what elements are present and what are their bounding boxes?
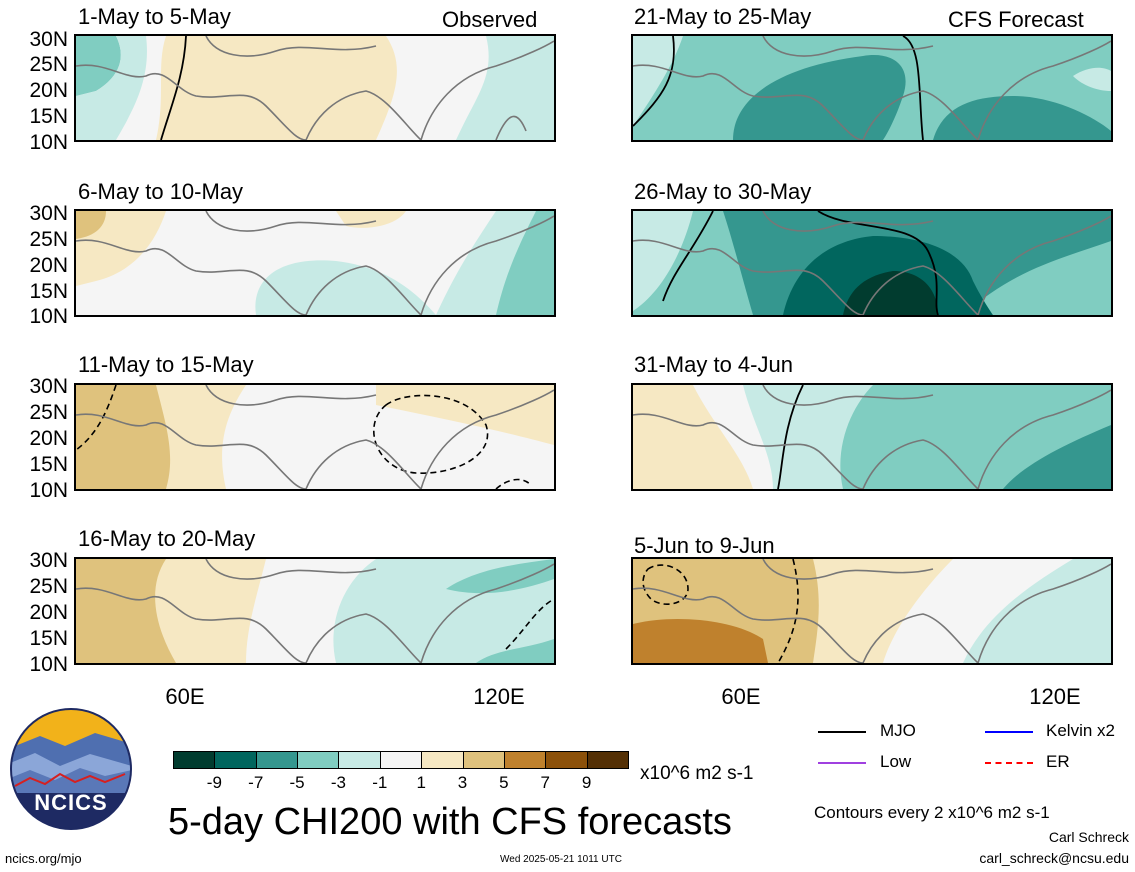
timestamp: Wed 2025-05-21 1011 UTC bbox=[500, 854, 622, 865]
panel-7-title: 31-May to 4-Jun bbox=[634, 352, 793, 377]
colorbar-label: -7 bbox=[248, 773, 264, 792]
contour-note: Contours every 2 x10^6 m2 s-1 bbox=[814, 803, 1050, 822]
colorbar-swatch bbox=[297, 751, 340, 769]
map-panel-4 bbox=[74, 557, 556, 665]
lat-label: 15N bbox=[29, 453, 68, 476]
colorbar-swatch bbox=[586, 751, 629, 769]
lat-label: 30N bbox=[29, 375, 68, 398]
panel-1-title: 1-May to 5-May bbox=[78, 4, 231, 29]
lat-label: 20N bbox=[29, 427, 68, 450]
lat-label: 10N bbox=[29, 653, 68, 676]
colorbar-swatch bbox=[255, 751, 299, 769]
author-email: carl_schreck@ncsu.edu bbox=[979, 850, 1129, 866]
colorbar-label: 3 bbox=[457, 773, 468, 792]
colorbar-swatch bbox=[545, 751, 588, 769]
main-title: 5-day CHI200 with CFS forecasts bbox=[168, 801, 732, 843]
legend-line-er bbox=[985, 762, 1033, 764]
lat-label: 15N bbox=[29, 627, 68, 650]
map-panel-3 bbox=[74, 383, 556, 491]
lat-label: 25N bbox=[29, 53, 68, 76]
colorbar-label: 9 bbox=[581, 773, 592, 792]
legend-label-kelvin: Kelvin x2 bbox=[1046, 721, 1115, 740]
panel-5-title: 21-May to 25-May bbox=[634, 4, 812, 29]
ncics-logo: NCICS bbox=[10, 708, 132, 830]
lat-label: 30N bbox=[29, 28, 68, 51]
lat-label: 20N bbox=[29, 601, 68, 624]
legend-line-low bbox=[818, 762, 866, 764]
lat-label: 30N bbox=[29, 549, 68, 572]
author-name: Carl Schreck bbox=[1048, 829, 1129, 845]
panel-1-tag: Observed bbox=[442, 7, 538, 32]
map-panel-8 bbox=[631, 557, 1113, 665]
site-url: ncics.org/mjo bbox=[5, 851, 82, 866]
colorbar-swatch bbox=[462, 751, 505, 769]
lat-label: 15N bbox=[29, 105, 68, 128]
lat-label: 15N bbox=[29, 280, 68, 303]
lon-label-120e-left: 120E bbox=[473, 684, 525, 709]
colorbar-label: 5 bbox=[499, 773, 509, 792]
colorbar-label: -3 bbox=[330, 773, 347, 792]
panel-6-title: 26-May to 30-May bbox=[634, 179, 812, 204]
lon-label-60e-right: 60E bbox=[721, 684, 761, 709]
panel-3-title: 11-May to 15-May bbox=[78, 352, 254, 377]
colorbar-swatch bbox=[338, 751, 381, 769]
lat-label: 10N bbox=[29, 305, 68, 328]
colorbar-swatch bbox=[214, 751, 257, 769]
colorbar-label: -1 bbox=[372, 773, 388, 792]
colorbar-label: -9 bbox=[206, 773, 222, 792]
map-panel-7 bbox=[631, 383, 1113, 491]
panel-4-title: 16-May to 20-May bbox=[78, 526, 256, 551]
colorbar-label: -5 bbox=[289, 773, 305, 792]
lon-label-60e-left: 60E bbox=[165, 684, 205, 709]
lat-label: 20N bbox=[29, 79, 68, 102]
logo-text: NCICS bbox=[34, 790, 108, 815]
lat-label: 10N bbox=[29, 479, 68, 502]
legend-line-mjo bbox=[818, 731, 866, 733]
colorbar-swatch bbox=[379, 751, 423, 769]
panel-5-tag: CFS Forecast bbox=[948, 7, 1084, 32]
lat-label: 10N bbox=[29, 131, 68, 154]
legend-label-er: ER bbox=[1046, 752, 1070, 771]
map-panel-2 bbox=[74, 209, 556, 317]
legend-label-low: Low bbox=[880, 752, 912, 771]
legend-label-mjo: MJO bbox=[880, 721, 916, 740]
colorbar-swatch bbox=[173, 751, 216, 769]
lat-label: 25N bbox=[29, 575, 68, 598]
lat-label: 30N bbox=[29, 202, 68, 225]
lat-label: 20N bbox=[29, 254, 68, 277]
lat-label: 25N bbox=[29, 401, 68, 424]
lat-label: 25N bbox=[29, 228, 68, 251]
colorbar-swatch bbox=[503, 751, 547, 769]
legend-line-kelvin bbox=[985, 731, 1033, 733]
map-panel-1 bbox=[74, 34, 556, 142]
panel-2-title: 6-May to 10-May bbox=[78, 179, 244, 204]
colorbar: -9 -7 -5 -3 -1 1 3 5 7 9 bbox=[173, 751, 629, 792]
colorbar-units: x10^6 m2 s-1 bbox=[640, 763, 754, 784]
map-panel-6 bbox=[631, 209, 1113, 317]
panel-8-title: 5-Jun to 9-Jun bbox=[634, 533, 775, 558]
lon-label-120e-right: 120E bbox=[1029, 684, 1081, 709]
map-panel-5 bbox=[631, 34, 1113, 142]
colorbar-swatch bbox=[421, 751, 464, 769]
colorbar-label: 1 bbox=[416, 773, 426, 792]
colorbar-label: 7 bbox=[540, 773, 550, 792]
